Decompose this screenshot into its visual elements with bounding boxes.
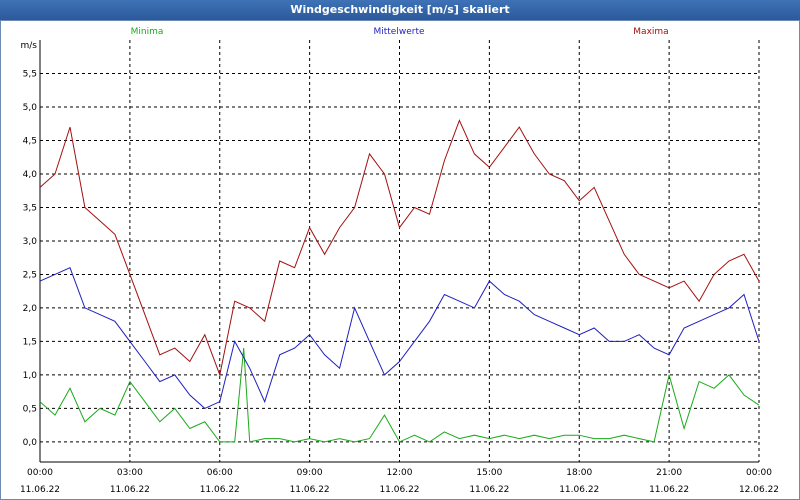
chart-title: Windgeschwindigkeit [m/s] skaliert [0, 0, 800, 20]
x-tick-date-label: 11.06.22 [559, 485, 599, 495]
x-tick-time-label: 00:00 [746, 468, 772, 478]
chart-frame: m/s 0,0 0,5 1,0 1,5 2,0 2,5 3,0 3,5 4,0 4,5 5,0 5,5… [0, 20, 800, 500]
x-tick-time-label: 12:00 [387, 468, 413, 478]
x-tick-date-label: 11.06.22 [649, 485, 689, 495]
x-tick-time-label: 00:00 [27, 468, 53, 478]
y-tick-label: 5,5 [23, 69, 37, 79]
y-tick-label: 5,0 [23, 103, 38, 113]
y-tick-label: 0,5 [23, 404, 37, 414]
y-tick-label: 1,0 [23, 371, 38, 381]
x-tick-date-label: 12.06.22 [739, 485, 779, 495]
series-line-mittelwerte [39, 267, 760, 409]
x-tick-time-label: 18:00 [566, 468, 592, 478]
series-lines [39, 119, 760, 443]
y-tick-label: 3,0 [23, 237, 38, 247]
x-tick-date-label: 11.06.22 [379, 485, 419, 495]
grid-lines [39, 40, 760, 462]
y-axis-unit-label: m/s [21, 41, 38, 51]
y-tick-label: 1,5 [23, 337, 37, 347]
y-tick-label: 0,0 [23, 438, 38, 448]
legend-item-minima: Minima [131, 27, 164, 37]
x-tick-date-label: 11.06.22 [290, 485, 330, 495]
x-tick-time-label: 21:00 [656, 468, 682, 478]
x-tick-time-label: 15:00 [476, 468, 502, 478]
x-tick-date-label: 11.06.22 [110, 485, 150, 495]
y-tick-label: 4,0 [23, 170, 38, 180]
chart-svg: m/s 0,0 0,5 1,0 1,5 2,0 2,5 3,0 3,5 4,0 4,5 5,0 5,5… [20, 27, 779, 495]
y-tick-label: 2,0 [23, 304, 38, 314]
x-tick-date-label: 11.06.22 [469, 485, 509, 495]
series-line-maxima [39, 119, 760, 377]
x-axis-ticks: 00:00 11.06.22 03:00 11.06.22 06:00 11.06.22 0… [20, 468, 779, 495]
series-line-minima [39, 348, 760, 443]
x-tick-date-label: 11.06.22 [20, 485, 60, 495]
x-tick-time-label: 09:00 [297, 468, 323, 478]
x-tick-time-label: 06:00 [207, 468, 233, 478]
legend: Minima Mittelwerte Maxima [131, 27, 669, 37]
legend-item-mittelwerte: Mittelwerte [373, 27, 424, 37]
x-tick-date-label: 11.06.22 [200, 485, 240, 495]
legend-item-maxima: Maxima [633, 27, 668, 37]
y-axis-ticks: 0,0 0,5 1,0 1,5 2,0 2,5 3,0 3,5 4,0 4,5 5,0 5,5 [23, 69, 38, 447]
y-tick-label: 3,5 [23, 203, 37, 213]
y-tick-label: 2,5 [23, 270, 37, 280]
y-tick-label: 4,5 [23, 136, 37, 146]
x-tick-time-label: 03:00 [117, 468, 143, 478]
